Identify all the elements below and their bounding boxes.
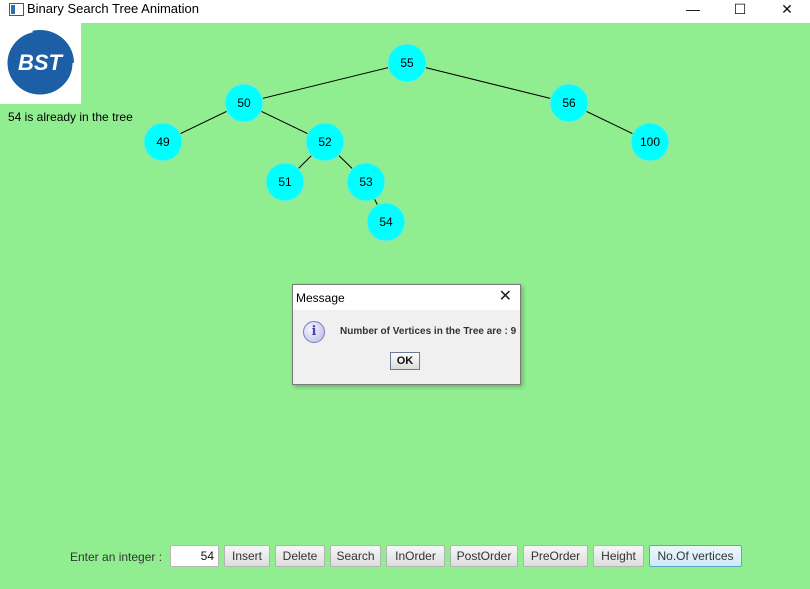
ok-button[interactable]: OK [390, 352, 420, 370]
logo-text: BST [18, 50, 64, 75]
info-icon: i [303, 321, 325, 343]
inorder-button[interactable]: InOrder [386, 545, 445, 567]
tree-edge [406, 62, 570, 104]
insert-button[interactable]: Insert [224, 545, 270, 567]
tree-node: 55 [387, 43, 427, 83]
tree-svg: 55 50 56 49 52 100 51 53 54 [143, 43, 670, 242]
node-label: 49 [156, 135, 170, 149]
tree-canvas: 55 50 56 49 52 100 51 53 54 BST 54 is already in… [0, 23, 810, 589]
node-label: 56 [562, 96, 576, 110]
postorder-button[interactable]: PostOrder [450, 545, 518, 567]
node-label: 54 [379, 215, 393, 229]
tree-node: 49 [143, 122, 183, 162]
node-circle [366, 202, 406, 242]
tree-node: 52 [305, 122, 345, 162]
tree-node: 100 [630, 122, 670, 162]
tree-nodes: 55 50 56 49 52 100 51 53 54 [143, 43, 670, 242]
dialog-title: Message [296, 291, 345, 305]
search-button[interactable]: Search [330, 545, 381, 567]
node-circle [143, 122, 183, 162]
node-label: 52 [318, 135, 332, 149]
tree-node: 56 [549, 83, 589, 123]
node-circle [224, 83, 264, 123]
node-label: 55 [400, 56, 414, 70]
vertices-button[interactable]: No.Of vertices [649, 545, 742, 567]
app-icon [9, 3, 24, 16]
delete-button[interactable]: Delete [275, 545, 325, 567]
status-message: 54 is already in the tree [8, 110, 133, 124]
node-circle [630, 122, 670, 162]
preorder-button[interactable]: PreOrder [523, 545, 588, 567]
tree-node: 54 [366, 202, 406, 242]
close-icon[interactable]: ✕ [498, 288, 512, 305]
tree-node: 51 [265, 162, 305, 202]
tree-node: 53 [346, 162, 386, 202]
window-title: Binary Search Tree Animation [27, 1, 199, 16]
tree-node: 50 [224, 83, 264, 123]
node-label: 51 [278, 175, 292, 189]
integer-prompt-label: Enter an integer : [70, 550, 163, 564]
node-circle [549, 83, 589, 123]
minimize-button[interactable]: — [686, 1, 700, 17]
dialog-title-bar: Message ✕ [293, 285, 520, 310]
tree-edge [243, 62, 408, 104]
close-button[interactable]: ✕ [781, 1, 793, 17]
node-circle [387, 43, 427, 83]
height-button[interactable]: Height [593, 545, 644, 567]
maximize-button[interactable]: ☐ [733, 1, 747, 17]
node-circle [265, 162, 305, 202]
bst-logo: BST [0, 23, 81, 104]
node-circle [346, 162, 386, 202]
node-circle [305, 122, 345, 162]
title-bar: Binary Search Tree Animation — ☐ ✕ [0, 0, 810, 23]
message-dialog: Message ✕ i Number of Vertices in the Tr… [292, 284, 521, 385]
integer-input[interactable]: 54 [170, 545, 219, 567]
node-label: 53 [359, 175, 373, 189]
node-label: 100 [640, 135, 660, 149]
node-label: 50 [237, 96, 251, 110]
dialog-message: Number of Vertices in the Tree are : 9 [340, 326, 517, 337]
